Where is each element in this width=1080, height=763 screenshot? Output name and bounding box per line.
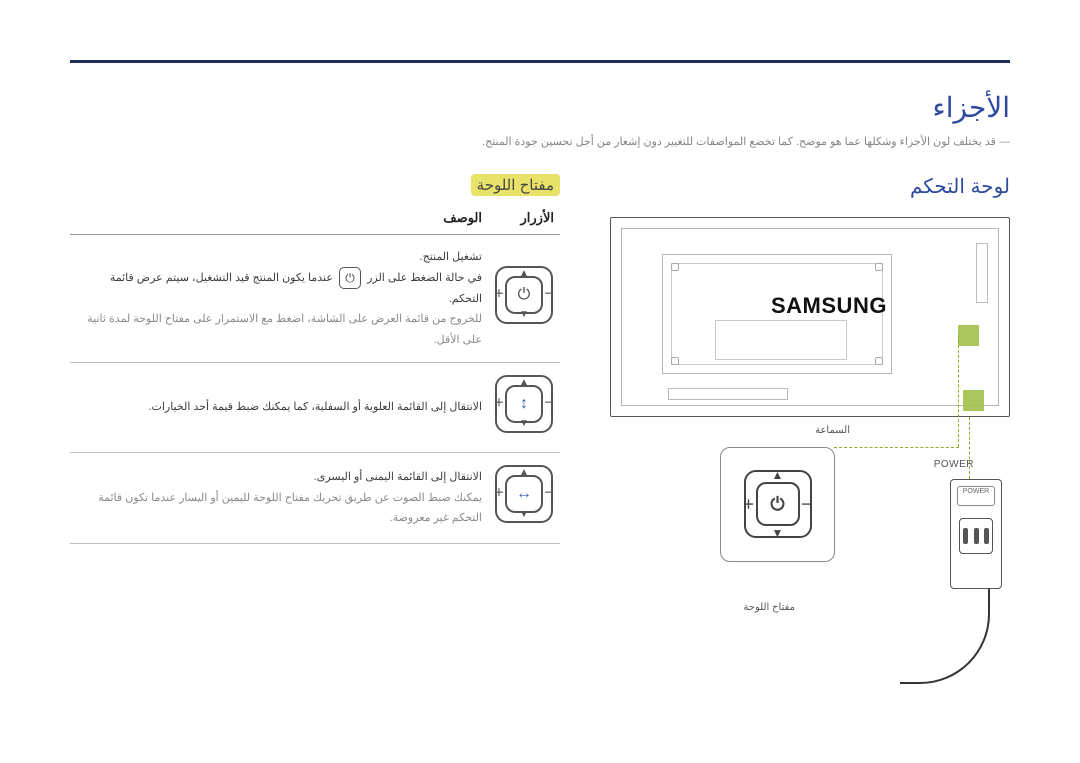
label-speaker: السماعة [815,425,850,436]
control-panel-heading: لوحة التحكم [600,174,1010,199]
description-cell: الانتقال إلى القائمة العلوية أو السفلية،… [70,362,488,452]
header-divider [70,60,1010,63]
label-panel-key: مفتاح اللوحة [743,602,795,613]
panel-key-callout: ⏻ ▲ ▼ ＋ － [720,447,835,562]
diagram-column: لوحة التحكم SAMSUNG [600,174,1010,687]
monitor-rear: SAMSUNG [610,217,1010,417]
inline-power-icon: ⏻ [339,267,361,289]
col-buttons: الأزرار [488,202,560,235]
table-row: ↔ ▲▼ ＋－ الانتقال إلى القائمة اليمنى أو ا… [70,453,560,543]
buttons-table: الأزرار الوصف ⏻ ▲▼ ＋－ [70,202,560,544]
description-column: مفتاح اللوحة الأزرار الوصف ⏻ ▲ [70,174,560,687]
power-adapter-label: POWER [951,488,1001,495]
panel-key-icon: ⏻ ▲ ▼ ＋ － [744,470,812,538]
updown-button-icon: ↕ ▲▼ ＋－ [495,375,553,433]
desc-line: الانتقال إلى القائمة العلوية أو السفلية،… [76,397,482,417]
button-icon-cell: ↔ ▲▼ ＋－ [488,453,560,543]
desc-line: يمكنك ضبط الصوت عن طريق تحريك مفتاح اللو… [76,488,482,529]
power-adapter: POWER [950,479,1002,589]
disclaimer-note: ― قد يختلف لون الأجزاء وشكلها عما هو موض… [70,134,1010,152]
side-vent [976,243,988,303]
label-power: POWER [934,459,974,470]
speaker-slot [668,388,788,400]
description-cell: الانتقال إلى القائمة اليمنى أو اليسرى. ي… [70,453,488,543]
table-row: ⏻ ▲▼ ＋－ تشغيل المنتج. في حالة الضغط على … [70,234,560,362]
panel-key-heading: مفتاح اللوحة [471,174,560,196]
button-icon-cell: ↕ ▲▼ ＋－ [488,362,560,452]
power-cord [900,589,990,684]
note-dash: ― [996,136,1010,148]
description-cell: تشغيل المنتج. في حالة الضغط على الزر ⏻ ع… [70,234,488,362]
marker-power [963,390,984,411]
dashed-line [834,447,959,448]
desc-line: تشغيل المنتج. [76,247,482,267]
content-columns: لوحة التحكم SAMSUNG [70,174,1010,687]
brand-logo: SAMSUNG [771,293,887,319]
note-text: قد يختلف لون الأجزاء وشكلها عما هو موضح.… [482,136,996,148]
desc-line: في حالة الضغط على الزر ⏻ عندما يكون المن… [76,267,482,309]
table-row: ↕ ▲▼ ＋－ الانتقال إلى القائمة العلوية أو … [70,362,560,452]
desc-line: للخروج من قائمة العرض على الشاشة، اضغط م… [76,309,482,350]
button-icon-cell: ⏻ ▲▼ ＋－ [488,234,560,362]
manual-page: الأجزاء ― قد يختلف لون الأجزاء وشكلها عم… [0,0,1080,763]
control-panel-diagram: SAMSUNG السماعة POWER ⏻ ▲ ▼ ＋ [600,217,1010,687]
page-title: الأجزاء [70,91,1010,124]
power-button-icon: ⏻ ▲▼ ＋－ [495,266,553,324]
marker-panel-key [958,325,979,346]
power-plug-icon [959,518,993,554]
dashed-line [958,335,959,447]
col-description: الوصف [70,202,488,235]
leftright-button-icon: ↔ ▲▼ ＋－ [495,465,553,523]
desc-line: الانتقال إلى القائمة اليمنى أو اليسرى. [76,467,482,487]
